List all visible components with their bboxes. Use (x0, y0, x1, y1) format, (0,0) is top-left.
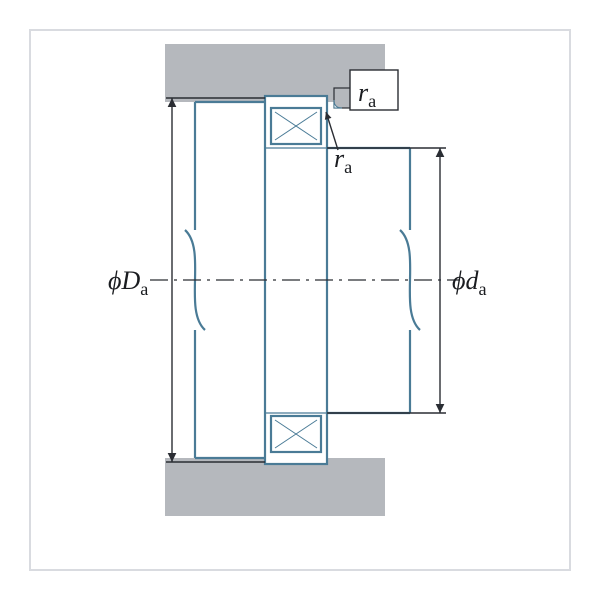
sub-a: a (344, 157, 352, 177)
label-da: ϕda (452, 266, 487, 300)
var-r: r (334, 144, 344, 173)
phi-symbol: ϕ (452, 266, 465, 295)
label-Da: ϕDa (108, 266, 148, 300)
label-ra-top: ra (358, 78, 376, 112)
label-ra-mid: ra (334, 144, 352, 178)
var-D: D (121, 266, 140, 295)
var-d: d (465, 266, 478, 295)
var-r: r (358, 78, 368, 107)
bearing-diagram (0, 0, 600, 600)
sub-a: a (140, 279, 148, 299)
phi-symbol: ϕ (108, 266, 121, 295)
sub-a: a (368, 91, 376, 111)
sub-a: a (478, 279, 486, 299)
